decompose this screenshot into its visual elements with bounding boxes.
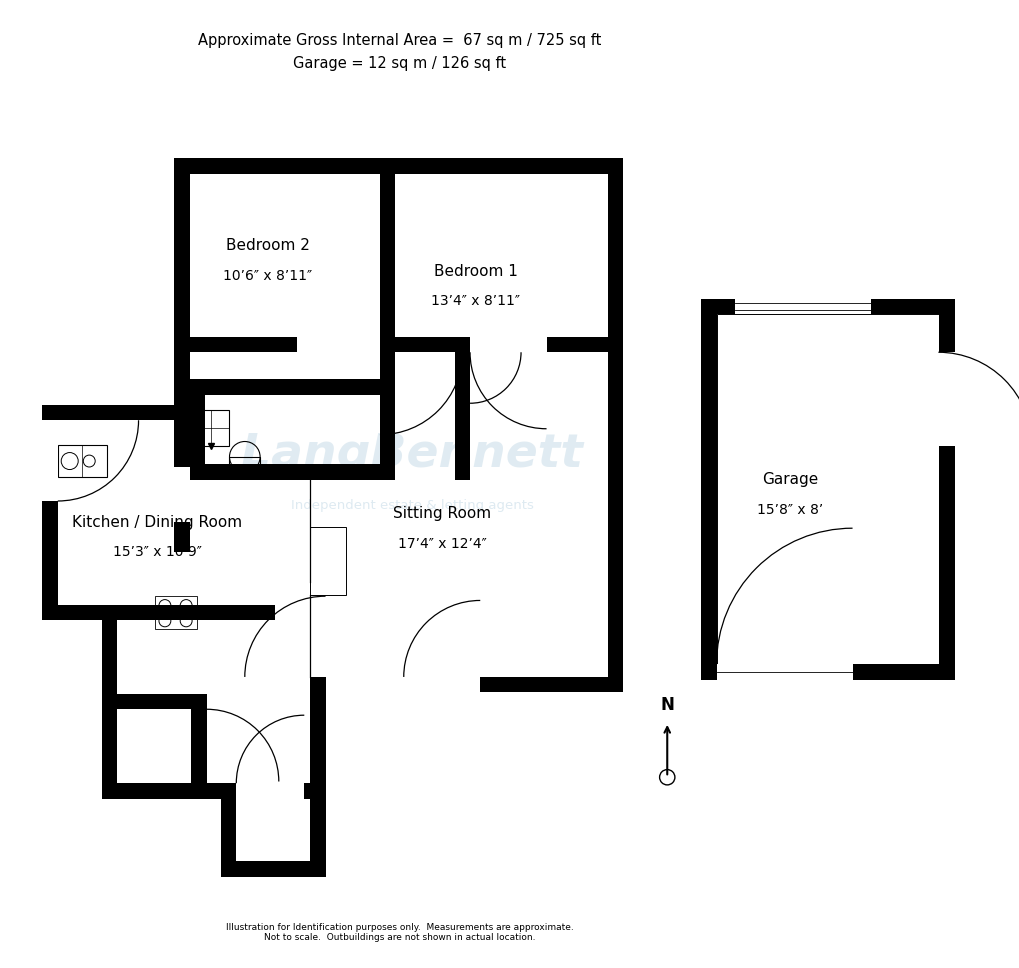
Text: Garage = 12 sq m / 126 sq ft: Garage = 12 sq m / 126 sq ft — [292, 56, 505, 71]
Bar — [470, 337, 546, 352]
Bar — [206, 710, 222, 781]
Bar — [43, 605, 274, 620]
Bar — [715, 664, 852, 680]
Bar — [701, 299, 938, 314]
Bar — [102, 605, 117, 799]
Text: 10’6″ x 8’11″: 10’6″ x 8’11″ — [223, 269, 312, 283]
Bar — [58, 445, 107, 477]
Bar — [454, 352, 470, 480]
Bar — [174, 467, 190, 523]
Bar — [379, 352, 394, 480]
Bar — [174, 405, 190, 552]
Bar — [174, 159, 607, 173]
Bar — [229, 457, 260, 473]
Bar — [236, 783, 304, 799]
Bar — [310, 527, 345, 594]
Text: 15’3″ x 10’9″: 15’3″ x 10’9″ — [113, 545, 202, 559]
Bar — [310, 783, 325, 877]
Bar — [193, 410, 228, 445]
Bar — [174, 379, 395, 395]
Text: Garage: Garage — [761, 472, 818, 487]
Bar — [102, 783, 325, 799]
Bar — [938, 299, 954, 680]
Bar — [190, 395, 205, 480]
Text: Bedroom 2: Bedroom 2 — [225, 238, 310, 254]
Text: Sitting Room: Sitting Room — [392, 506, 490, 521]
Text: Approximate Gross Internal Area =  67 sq m / 725 sq ft: Approximate Gross Internal Area = 67 sq … — [198, 33, 600, 47]
Bar — [701, 299, 715, 680]
Bar — [221, 783, 236, 877]
Bar — [221, 862, 325, 877]
Bar — [938, 352, 954, 445]
Text: N: N — [659, 695, 674, 713]
Bar — [102, 694, 206, 710]
Bar — [310, 677, 325, 799]
Text: 15’8″ x 8’: 15’8″ x 8’ — [757, 502, 822, 517]
Bar — [43, 420, 58, 501]
Text: 17’4″ x 12’4″: 17’4″ x 12’4″ — [397, 536, 486, 551]
Bar — [155, 596, 197, 628]
Bar — [325, 677, 406, 692]
Bar — [190, 465, 395, 480]
Bar — [43, 405, 190, 420]
Bar — [607, 159, 623, 692]
Bar — [715, 314, 938, 664]
Bar — [379, 159, 394, 352]
Bar — [192, 694, 206, 799]
Text: 13’4″ x 8’11″: 13’4″ x 8’11″ — [431, 294, 520, 308]
Bar — [174, 159, 190, 395]
Bar — [174, 337, 623, 352]
Bar — [701, 664, 954, 680]
Bar — [174, 379, 190, 480]
Text: LangBennett: LangBennett — [242, 432, 583, 477]
Text: Independent estate & letting agents: Independent estate & letting agents — [290, 499, 533, 512]
Bar — [43, 405, 58, 620]
Text: Kitchen / Dining Room: Kitchen / Dining Room — [72, 515, 243, 529]
Bar — [298, 337, 379, 352]
Bar — [735, 299, 870, 314]
Bar — [404, 677, 480, 692]
Bar — [310, 677, 623, 692]
Text: Bedroom 1: Bedroom 1 — [434, 264, 518, 279]
Text: Illustration for Identification purposes only.  Measurements are approximate.
No: Illustration for Identification purposes… — [225, 923, 573, 943]
